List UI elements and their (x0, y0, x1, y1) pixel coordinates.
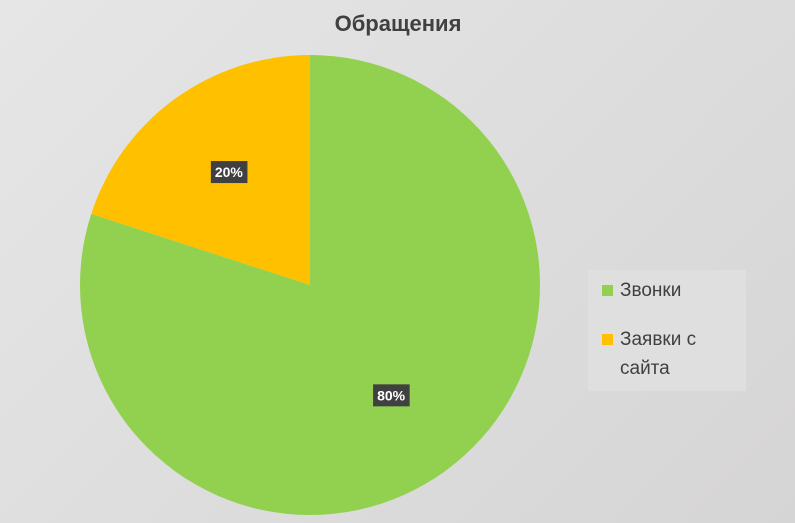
legend-label: Звонки (620, 280, 682, 301)
legend-item: Заявки с сайта (602, 325, 736, 383)
chart-title: Обращения (335, 11, 462, 36)
pie-slice (91, 55, 310, 285)
data-label-bg (210, 161, 248, 184)
data-label-text: 20% (215, 164, 244, 180)
legend-swatch (602, 334, 613, 345)
data-label-text: 80% (377, 387, 406, 403)
legend-label: Заявки с сайта (620, 329, 697, 379)
legend-item: Звонки (602, 276, 736, 305)
data-label-bg (373, 384, 410, 407)
data-label: 20% (210, 161, 248, 184)
data-label: 80% (373, 384, 410, 407)
legend: Звонки Заявки с сайта (588, 270, 746, 391)
legend-swatch (602, 285, 613, 296)
